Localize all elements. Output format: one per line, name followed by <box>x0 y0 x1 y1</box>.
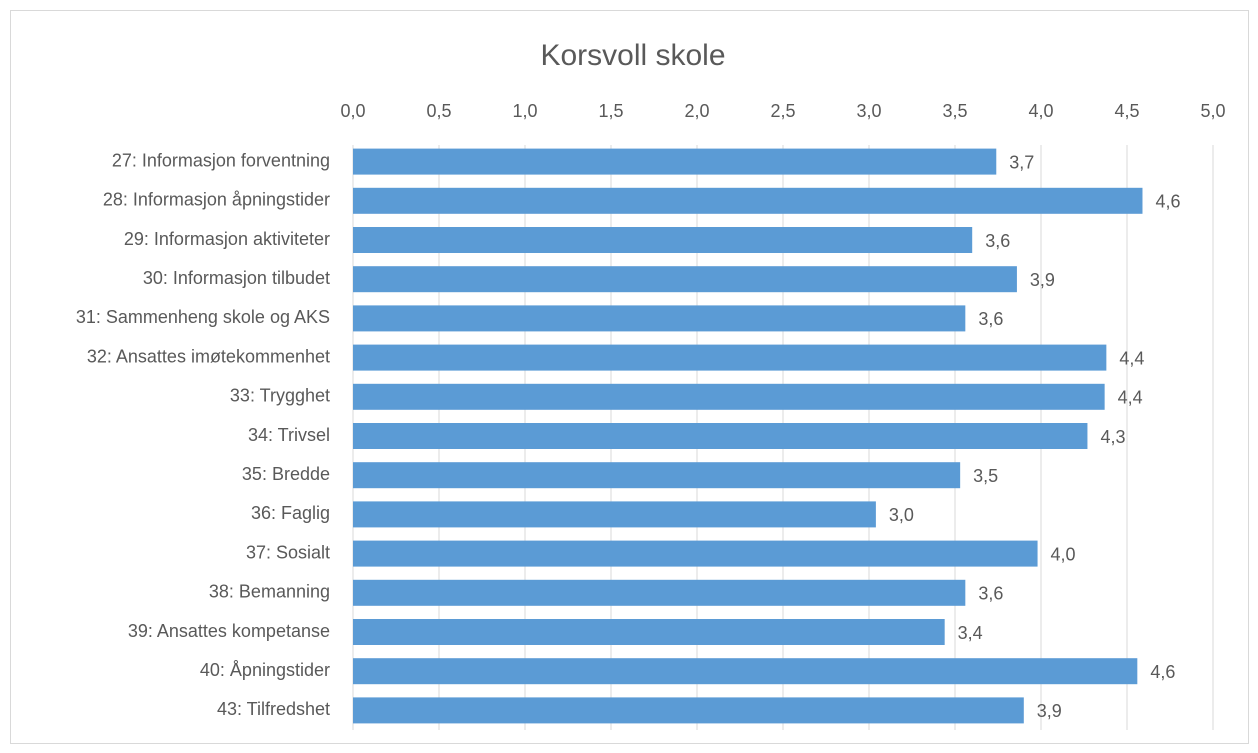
bar <box>353 619 945 645</box>
x-tick-label: 1,0 <box>512 101 537 121</box>
bar <box>353 462 961 489</box>
data-label: 4,3 <box>1100 427 1125 447</box>
bar <box>353 383 1105 410</box>
y-tick-label: 34: Trivsel <box>248 425 330 445</box>
bar <box>353 266 1017 293</box>
bar <box>353 305 966 332</box>
x-tick-label: 2,0 <box>684 101 709 121</box>
y-tick-label: 31: Sammenheng skole og AKS <box>76 307 330 327</box>
data-label: 3,5 <box>973 466 998 486</box>
bar <box>353 501 876 528</box>
y-tick-label: 27: Informasjon forventning <box>112 150 330 170</box>
data-label: 4,6 <box>1150 662 1175 682</box>
chart-title: Korsvoll skole <box>540 39 725 72</box>
bar <box>353 187 1143 214</box>
x-tick-label: 3,0 <box>856 101 881 121</box>
y-tick-label: 39: Ansattes kompetanse <box>128 621 330 641</box>
bar <box>353 227 973 253</box>
y-tick-label: 35: Bredde <box>242 464 330 484</box>
x-tick-label: 1,5 <box>598 101 623 121</box>
data-label: 3,4 <box>958 623 983 643</box>
data-label: 3,7 <box>1009 152 1034 172</box>
data-label: 4,4 <box>1119 348 1144 368</box>
x-tick-label: 0,5 <box>426 101 451 121</box>
data-label: 3,0 <box>889 505 914 525</box>
x-tick-label: 3,5 <box>942 101 967 121</box>
y-tick-label: 33: Trygghet <box>230 386 330 406</box>
bar <box>353 148 997 175</box>
x-tick-label: 4,5 <box>1114 101 1139 121</box>
y-tick-label: 28: Informasjon åpningstider <box>103 190 330 210</box>
y-tick-label: 43: Tilfredshet <box>217 699 330 719</box>
data-label: 3,9 <box>1030 270 1055 290</box>
data-label: 4,0 <box>1051 544 1076 564</box>
y-tick-label: 29: Informasjon aktiviteter <box>124 229 330 249</box>
bar <box>353 697 1024 724</box>
data-label: 3,6 <box>985 231 1010 251</box>
bar <box>353 540 1038 567</box>
y-tick-label: 32: Ansattes imøtekommenhet <box>87 346 330 366</box>
x-tick-label: 5,0 <box>1200 101 1225 121</box>
bar <box>353 423 1088 449</box>
x-tick-label: 0,0 <box>340 101 365 121</box>
y-tick-label: 40: Åpningstider <box>200 660 330 680</box>
x-tick-label: 2,5 <box>770 101 795 121</box>
data-label: 4,4 <box>1118 388 1143 408</box>
x-tick-label: 4,0 <box>1028 101 1053 121</box>
y-tick-label: 37: Sosialt <box>246 542 330 562</box>
y-tick-label: 30: Informasjon tilbudet <box>143 268 330 288</box>
data-label: 3,9 <box>1037 701 1062 721</box>
y-tick-label: 38: Bemanning <box>209 582 330 602</box>
bar <box>353 579 966 606</box>
data-label: 4,6 <box>1155 192 1180 212</box>
y-tick-label: 36: Faglig <box>251 503 330 523</box>
data-label: 3,6 <box>978 584 1003 604</box>
data-label: 3,6 <box>978 309 1003 329</box>
bar <box>353 344 1107 371</box>
bar <box>353 658 1138 685</box>
